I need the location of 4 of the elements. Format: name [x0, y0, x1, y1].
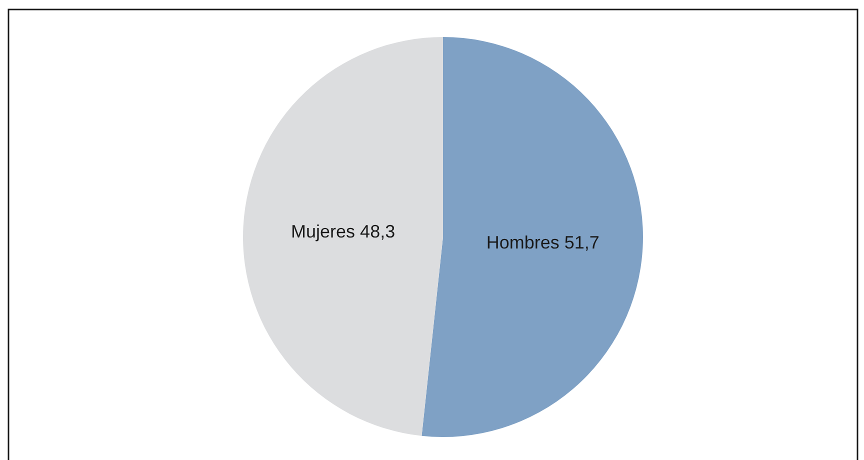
pie-slice: [422, 37, 643, 437]
pie-slice: [243, 37, 443, 436]
slice-label: Mujeres 48,3: [291, 222, 396, 242]
slice-label: Hombres 51,7: [486, 232, 600, 252]
